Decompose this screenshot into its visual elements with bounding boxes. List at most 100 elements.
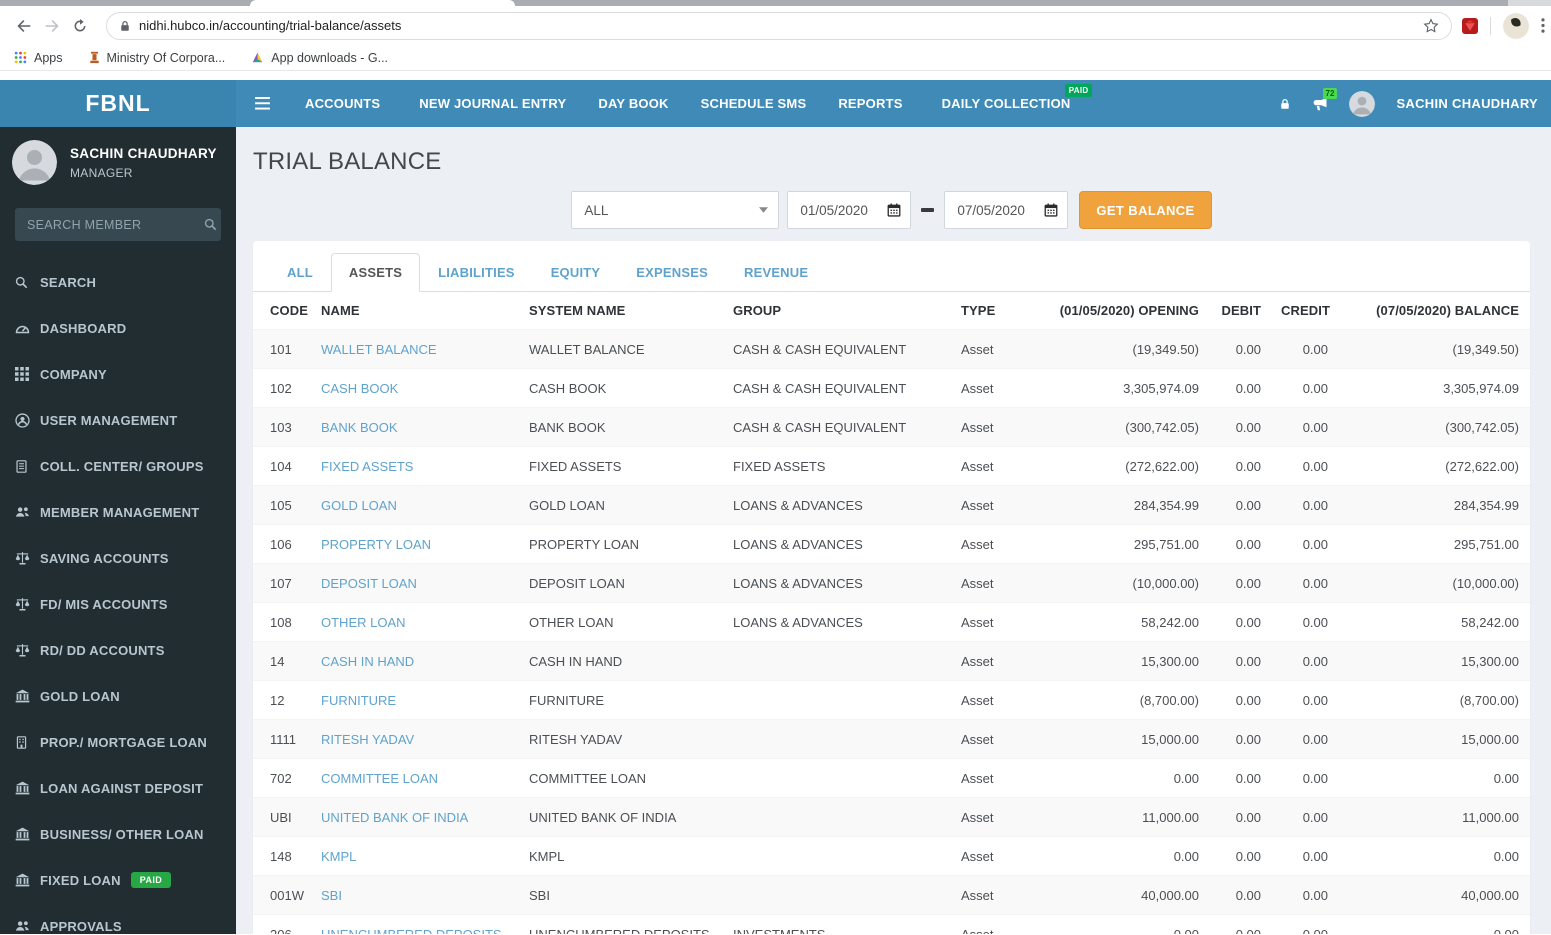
member-search-input[interactable]	[15, 208, 200, 241]
account-link[interactable]: SBI	[321, 887, 342, 903]
browser-menu-icon[interactable]	[1541, 18, 1545, 33]
calendar-icon[interactable]	[887, 203, 901, 217]
browser-active-tab[interactable]	[250, 0, 515, 6]
account-link[interactable]: RITESH YADAV	[321, 731, 415, 747]
sidebar-item-approvals[interactable]: APPROVALS	[0, 903, 236, 935]
bookmark-item[interactable]: Apps	[14, 51, 63, 65]
nav-item-reports[interactable]: REPORTS	[838, 96, 903, 111]
ssl-lock-icon	[119, 20, 131, 32]
sidebar-item-business-other-loan[interactable]: BUSINESS/ OTHER LOAN	[0, 811, 236, 857]
column-header: TYPE	[951, 292, 1047, 330]
bank-icon	[15, 689, 40, 704]
scale-icon	[15, 551, 40, 566]
account-link[interactable]: OTHER LOAN	[321, 614, 406, 630]
column-header: NAME	[311, 292, 519, 330]
apps-grid-icon	[14, 51, 27, 64]
date-from-input[interactable]: 01/05/2020	[787, 191, 912, 229]
account-link[interactable]: WALLET BALANCE	[321, 341, 437, 357]
nav-item-new-journal-entry[interactable]: NEW JOURNAL ENTRY	[419, 96, 567, 111]
table-row: 12 FURNITURE FURNITURE Asset (8,700.00) 0.00 0…	[253, 680, 1530, 720]
account-link[interactable]: PROPERTY LOAN	[321, 536, 432, 552]
nav-item-accounts[interactable]: ACCOUNTS	[305, 96, 381, 111]
sidebar-menu: SEARCH DASHBOARD COMPANY USER MANAGEME	[0, 259, 236, 935]
search-icon	[15, 276, 40, 289]
column-header: (07/05/2020) BALANCE	[1338, 292, 1530, 330]
table-row: 102 CASH BOOK CASH BOOK CASH & CASH EQUIVAL…	[253, 368, 1530, 408]
sidebar-item-member-management[interactable]: MEMBER MANAGEMENT	[0, 489, 236, 535]
sidebar-item-rd-dd-accounts[interactable]: RD/ DD ACCOUNTS	[0, 627, 236, 673]
search-icon[interactable]	[200, 208, 221, 241]
user-avatar[interactable]	[1349, 90, 1376, 117]
extension-gem-icon[interactable]	[1462, 17, 1478, 34]
browser-toolbar: nidhi.hubco.in/accounting/trial-balance/…	[0, 6, 1551, 45]
sidebar-item-loan-against-deposit[interactable]: LOAN AGAINST DEPOSIT	[0, 765, 236, 811]
dashboard-icon	[15, 321, 40, 336]
sidebar-item-prop-mortgage-loan[interactable]: PROP./ MORTGAGE LOAN	[0, 719, 236, 765]
sidebar-item-fixed-loan[interactable]: FIXED LOAN PAID	[0, 857, 236, 903]
account-link[interactable]: CASH IN HAND	[321, 653, 415, 669]
tab-liabilities[interactable]: LIABILITIES	[438, 265, 515, 280]
table-row: UBI UNITED BANK OF INDIA UNITED BANK OF IN…	[253, 797, 1530, 837]
app-logo[interactable]: FBNL	[0, 80, 236, 127]
back-icon[interactable]	[10, 12, 38, 40]
table-row: 101 WALLET BALANCE WALLET BALANCE CASH & CA…	[253, 329, 1530, 369]
table-row: 148 KMPL KMPL Asset 0.00 0.00 0.00 0.00	[253, 836, 1530, 876]
sidebar-item-company[interactable]: COMPANY	[0, 351, 236, 397]
table-row: 001W SBI SBI Asset 40,000.00 0.00 0.00 40,000.0…	[253, 875, 1530, 915]
building-icon	[15, 735, 40, 749]
emblem-icon	[89, 51, 100, 64]
nav-item-daily-collection[interactable]: DAILY COLLECTION PAID	[926, 80, 1093, 127]
date-to-input[interactable]: 07/05/2020	[944, 191, 1069, 229]
browser-tab-strip[interactable]	[0, 0, 1551, 6]
account-link[interactable]: UNITED BANK OF INDIA	[321, 809, 469, 825]
address-bar[interactable]: nidhi.hubco.in/accounting/trial-balance/…	[106, 11, 1452, 40]
sidebar-toggle-icon[interactable]	[236, 80, 289, 127]
calendar-icon[interactable]	[1044, 203, 1058, 217]
table-row: 107 DEPOSIT LOAN DEPOSIT LOAN LOANS & ADVAN…	[253, 563, 1530, 603]
sidebar-item-coll-center-groups[interactable]: COLL. CENTER/ GROUPS	[0, 443, 236, 489]
tab-expenses[interactable]: EXPENSES	[636, 265, 708, 280]
tab-all[interactable]: ALL	[287, 265, 313, 280]
tab-assets[interactable]: ASSETS	[330, 253, 421, 292]
browser-profile-avatar[interactable]	[1503, 12, 1529, 39]
get-balance-button[interactable]: GET BALANCE	[1079, 191, 1212, 229]
reload-icon[interactable]	[66, 12, 94, 40]
sidebar-item-search[interactable]: SEARCH	[0, 259, 236, 305]
account-link[interactable]: BANK BOOK	[321, 419, 398, 435]
sidebar-item-fd-mis-accounts[interactable]: FD/ MIS ACCOUNTS	[0, 581, 236, 627]
nav-item-day-book[interactable]: DAY BOOK	[598, 96, 669, 111]
column-header: DEBIT	[1209, 292, 1271, 330]
announcements-icon[interactable]: 72	[1312, 87, 1338, 112]
user-name[interactable]: SACHIN CHAUDHARY	[1396, 96, 1538, 111]
account-link[interactable]: FIXED ASSETS	[321, 458, 414, 474]
account-link[interactable]: UNENCUMBERED DEPOSITS	[321, 927, 502, 934]
sidebar-item-gold-loan[interactable]: GOLD LOAN	[0, 673, 236, 719]
sidebar-item-user-management[interactable]: USER MANAGEMENT	[0, 397, 236, 443]
users-icon	[15, 919, 40, 934]
nav-menu: ACCOUNTS NEW JOURNAL ENTRY DAY BOOK SCHE…	[289, 80, 1093, 127]
sidebar-user-name: SACHIN CHAUDHARY	[70, 145, 217, 161]
tab-revenue[interactable]: REVENUE	[743, 265, 809, 280]
sidebar-item-saving-accounts[interactable]: SAVING ACCOUNTS	[0, 535, 236, 581]
page-top-gap	[0, 71, 1551, 80]
sidebar-user-avatar	[12, 140, 57, 185]
nav-item-schedule-sms[interactable]: SCHEDULE SMS	[700, 96, 807, 111]
account-link[interactable]: GOLD LOAN	[321, 497, 397, 513]
account-link[interactable]: KMPL	[321, 848, 357, 864]
table-row: 14 CASH IN HAND CASH IN HAND Asset 15,300.00…	[253, 641, 1530, 681]
url-text[interactable]: nidhi.hubco.in/accounting/trial-balance/…	[139, 18, 402, 33]
account-type-select[interactable]: ALL	[571, 191, 780, 229]
account-link[interactable]: COMMITTEE LOAN	[321, 770, 439, 786]
bookmark-item[interactable]: Ministry Of Corpora...	[89, 51, 225, 65]
column-header: GROUP	[723, 292, 951, 330]
top-navbar: ACCOUNTS NEW JOURNAL ENTRY DAY BOOK SCHE…	[236, 80, 1551, 127]
account-link[interactable]: DEPOSIT LOAN	[321, 575, 417, 591]
bookmark-item[interactable]: App downloads - G...	[251, 51, 388, 65]
lock-icon[interactable]	[1279, 98, 1291, 110]
tab-equity[interactable]: EQUITY	[550, 265, 601, 280]
sidebar-item-dashboard[interactable]: DASHBOARD	[0, 305, 236, 351]
forward-icon[interactable]	[38, 12, 66, 40]
account-link[interactable]: CASH BOOK	[321, 380, 399, 396]
bookmark-star-icon[interactable]	[1423, 17, 1439, 34]
account-link[interactable]: FURNITURE	[321, 692, 397, 708]
